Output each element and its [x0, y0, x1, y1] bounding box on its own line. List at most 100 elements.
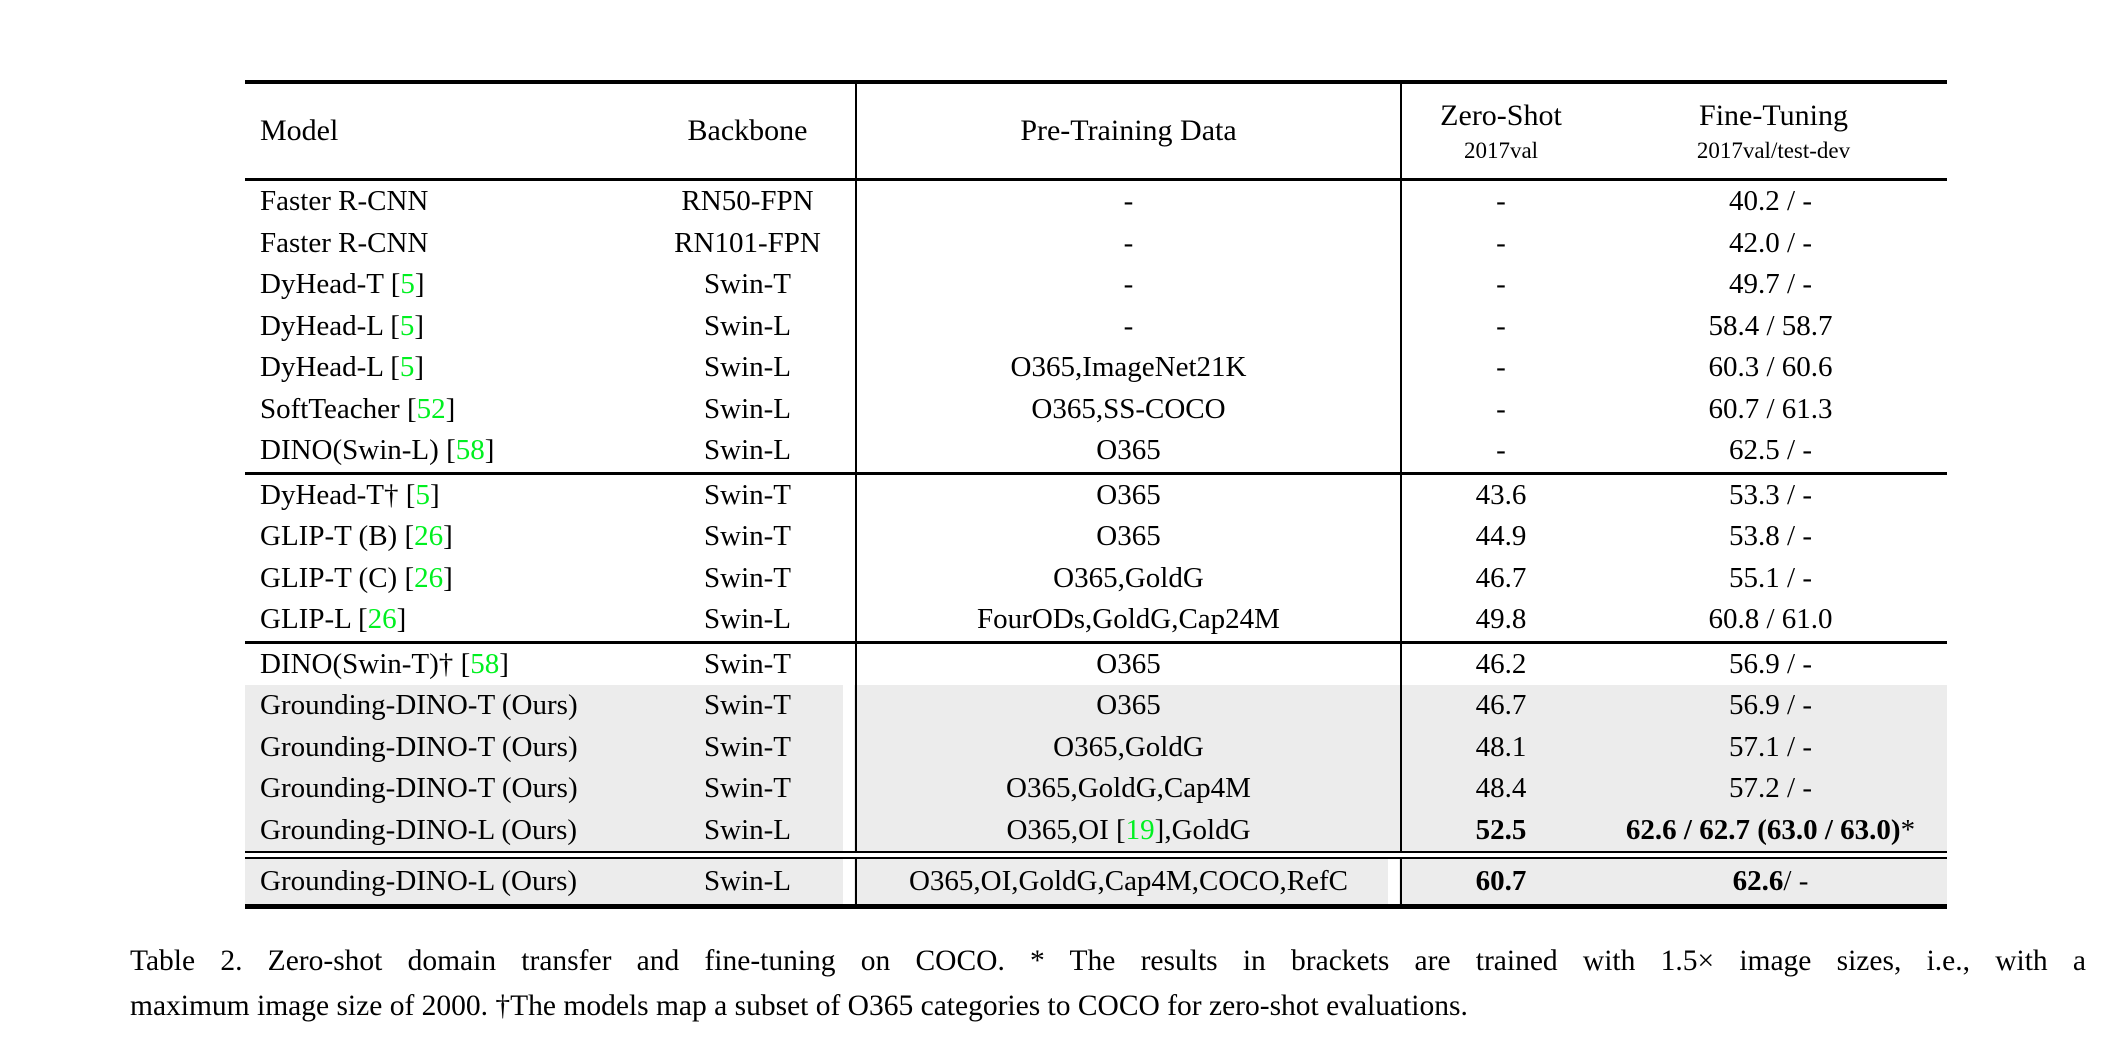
cell-zeroshot: -: [1400, 305, 1600, 347]
cell-finetune: 40.2 / -: [1729, 185, 1812, 218]
cell-finetune: 56.9 / -: [1600, 685, 1947, 727]
table-row: Grounding-DINO-L (Ours) Swin-L O365,OI,Gol…: [245, 859, 1947, 904]
cell-finetune: 53.8 / -: [1729, 520, 1812, 553]
cell-zeroshot: -: [1400, 222, 1600, 264]
table-row: GLIP-T (C) [26] Swin-T O365,GoldG 46.7 55.1 …: [245, 557, 1947, 599]
cell-zeroshot: -: [1400, 430, 1600, 472]
caption-line-2: maximum image size of 2000. †The models …: [130, 990, 1468, 1023]
cell-model: DyHead-T [5]: [260, 268, 425, 301]
results-table: Model Backbone Pre-Training Data Zero-Sh…: [245, 80, 1947, 909]
table-row: DyHead-L [5] Swin-L - - 58.4 / 58.7: [245, 305, 1947, 347]
table-caption: Table 2. Zero-shot domain transfer and f…: [130, 939, 2086, 1029]
header-finetune: Fine-Tuning 2017val/test-dev: [1600, 84, 1947, 178]
table-row: DyHead-L [5] Swin-L O365,ImageNet21K - 60.3 …: [245, 347, 1947, 389]
table-section: DyHead-T† [5] Swin-T O365 43.6 53.3 / - GLIP-…: [245, 474, 1947, 641]
table-row: DyHead-T [5] Swin-T - - 49.7 / -: [245, 264, 1947, 306]
header-finetune-sub: 2017val/test-dev: [1696, 137, 1851, 163]
table-header-row: Model Backbone Pre-Training Data Zero-Sh…: [245, 84, 1947, 178]
rule-gap: [843, 685, 854, 727]
cell-pretrain: -: [855, 305, 1400, 347]
table-top-rule: [245, 80, 1947, 84]
cell-zeroshot: 48.4: [1400, 768, 1600, 810]
cell-model: DINO(Swin-L) [58]: [260, 434, 495, 467]
header-pretrain: Pre-Training Data: [855, 84, 1400, 178]
citation-ref: 5: [415, 478, 430, 511]
section-separator-rule: [245, 640, 1947, 644]
cell-model: DyHead-T† [5]: [260, 478, 440, 511]
cell-zeroshot: -: [1400, 181, 1600, 223]
section-separator-rule: [245, 471, 1947, 475]
cell-backbone: Swin-T: [704, 478, 791, 511]
cell-finetune: 55.1 / -: [1729, 561, 1812, 594]
cell-model: GLIP-L [26]: [260, 603, 407, 636]
cell-finetune: 60.3 / 60.6: [1708, 351, 1833, 384]
cell-zeroshot: 46.7: [1400, 557, 1600, 599]
table-row: SoftTeacher [52] Swin-L O365,SS-COCO - 60.7 …: [245, 388, 1947, 430]
citation-ref: 19: [1125, 813, 1155, 846]
cell-pretrain: O365: [855, 430, 1400, 472]
table-row: GLIP-L [26] Swin-L FourODs,GoldG,Cap24M 49.…: [245, 599, 1947, 641]
cell-finetune: 58.4 / 58.7: [1708, 309, 1833, 342]
cell-backbone: Swin-T: [640, 685, 855, 727]
cell-pretrain: O365,OI [19],GoldG: [855, 809, 1400, 851]
cell-backbone: Swin-L: [704, 434, 791, 467]
cell-zeroshot: 43.6: [1400, 474, 1600, 516]
cell-zeroshot: -: [1400, 388, 1600, 430]
table-row: Faster R-CNN RN101-FPN - - 42.0 / -: [245, 222, 1947, 264]
cell-finetune: 53.3 / -: [1729, 478, 1812, 511]
table-section: Grounding-DINO-L (Ours) Swin-L O365,OI,Gol…: [245, 859, 1947, 904]
cell-finetune: 56.9 / -: [1729, 647, 1812, 680]
table-row: DINO(Swin-T)† [58] Swin-T O365 46.2 56.9 / -: [245, 643, 1947, 685]
table-body: Faster R-CNN RN50-FPN - -40.2 / - Faster R-C…: [245, 181, 1947, 904]
cell-model: Grounding-DINO-T (Ours): [245, 768, 640, 810]
rule-gap: [843, 726, 854, 768]
cell-backbone: Swin-L: [704, 603, 791, 636]
rule-gap: [1388, 859, 1399, 904]
table-section: DINO(Swin-T)† [58] Swin-T O365 46.2 56.9 / -…: [245, 643, 1947, 851]
cell-zeroshot: 46.2: [1400, 643, 1600, 685]
cell-finetune: 62.5 / -: [1729, 434, 1812, 467]
header-zeroshot-sub: 2017val: [1463, 137, 1539, 163]
citation-ref: 5: [399, 351, 415, 384]
citation-ref: 58: [470, 647, 500, 680]
cell-zeroshot: 49.8: [1400, 599, 1600, 641]
cell-zeroshot: 60.7: [1400, 859, 1600, 904]
cell-finetune: 62.6 / 62.7 (63.0 / 63.0) *: [1600, 809, 1947, 851]
cell-backbone: Swin-T: [704, 561, 791, 594]
cell-pretrain: -: [855, 222, 1400, 264]
cell-model: Grounding-DINO-L (Ours): [245, 859, 640, 904]
cell-pretrain: O365: [855, 643, 1400, 685]
cell-zeroshot: -: [1400, 347, 1600, 389]
citation-ref: 58: [455, 434, 485, 467]
header-bottom-rule: [245, 178, 1947, 181]
rule-gap: [843, 809, 854, 851]
cell-model: GLIP-T (C) [26]: [260, 561, 453, 594]
cell-model: Grounding-DINO-L (Ours): [245, 809, 640, 851]
citation-ref: 26: [414, 520, 444, 553]
cell-pretrain: -: [855, 181, 1400, 223]
table-row: DINO(Swin-L) [58] Swin-L O365- 62.5 / -: [245, 430, 1947, 472]
cell-backbone: Swin-T: [704, 520, 791, 553]
cell-backbone: Swin-T: [704, 647, 791, 680]
cell-backbone: Swin-L: [704, 351, 791, 384]
caption-line-1: Table 2. Zero-shot domain transfer and f…: [130, 945, 2086, 977]
header-backbone: Backbone: [687, 114, 808, 147]
header-finetune-title: Fine-Tuning: [1699, 98, 1848, 132]
cell-backbone: Swin-L: [640, 809, 855, 851]
cell-finetune: 42.0 / -: [1729, 226, 1812, 259]
cell-model: Faster R-CNN: [260, 185, 429, 218]
cell-finetune: 57.1 / -: [1600, 726, 1947, 768]
rule-gap: [843, 768, 854, 810]
citation-ref: 26: [367, 603, 397, 636]
table-bottom-rule: [245, 904, 1947, 909]
table-row: GLIP-T (B) [26] Swin-T O365 44.9 53.8 / -: [245, 516, 1947, 558]
cell-pretrain: O365: [855, 474, 1400, 516]
cell-pretrain: O365,GoldG: [855, 726, 1400, 768]
cell-backbone: Swin-T: [640, 768, 855, 810]
cell-model: Grounding-DINO-T (Ours): [245, 685, 640, 727]
cell-backbone: RN101-FPN: [674, 226, 821, 259]
cell-pretrain: O365,GoldG: [855, 557, 1400, 599]
cell-backbone: Swin-T: [640, 726, 855, 768]
table-row: Grounding-DINO-T (Ours) Swin-T O365 46.7 56.…: [245, 685, 1947, 727]
